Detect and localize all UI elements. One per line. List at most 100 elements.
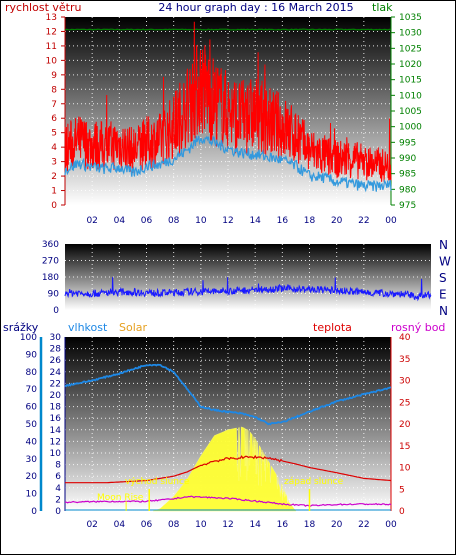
temperature-y-tick-label: 15 <box>399 442 410 452</box>
temperature-y-tick-label: 5 <box>399 485 405 495</box>
chart-title: 24 hour graph day : 16 March 2015 <box>158 1 353 14</box>
humidity-y-tick-label: 4 <box>55 484 61 494</box>
pressure-y-tick-label: 1025 <box>399 44 422 54</box>
rain-y-tick-label: 70 <box>26 385 38 395</box>
wind-y-tick-label: 8 <box>51 85 57 95</box>
x-tick-label: 08 <box>168 520 180 530</box>
pressure-y-tick-label: 1030 <box>399 29 422 39</box>
humidity-y-tick-label: 14 <box>50 426 62 436</box>
rain-y-tick-label: 50 <box>26 420 38 430</box>
rain-y-tick-label: 30 <box>26 455 38 465</box>
humidity-y-tick-label: 2 <box>55 495 61 505</box>
pressure-y-tick-label: 995 <box>399 138 416 148</box>
x-tick-label: 16 <box>277 216 289 226</box>
rain-y-tick-label: 0 <box>31 507 37 517</box>
compass-tick-label: N <box>439 238 448 252</box>
direction-panel-background <box>65 244 431 310</box>
x-tick-label: 18 <box>304 216 316 226</box>
x-tick-label: 12 <box>222 520 233 530</box>
sunset-label: západ slunce <box>284 477 344 487</box>
wind-y-tick-label: 3 <box>51 158 57 168</box>
humidity-y-tick-label: 18 <box>50 403 62 413</box>
humidity-y-tick-label: 16 <box>50 414 62 424</box>
humidity-y-tick-label: 12 <box>50 437 61 447</box>
pressure-axis-title: tlak <box>372 1 393 14</box>
x-tick-label: 10 <box>195 520 207 530</box>
compass-tick-label: E <box>439 288 447 302</box>
humidity-y-tick-label: 24 <box>50 368 62 378</box>
wind-average-series <box>64 135 392 193</box>
x-tick-label: 00 <box>385 520 397 530</box>
wind-y-tick-label: 11 <box>46 42 57 52</box>
pressure-y-tick-label: 980 <box>399 185 416 195</box>
direction-y-tick-label: 180 <box>42 273 59 283</box>
humidity-axis-title: vlhkost <box>68 321 108 334</box>
pressure-series <box>64 28 391 31</box>
rain-y-tick-label: 40 <box>26 437 38 447</box>
temperature-y-tick-label: 25 <box>399 398 410 408</box>
wind-y-tick-label: 1 <box>51 187 57 197</box>
x-tick-label: 20 <box>331 520 343 530</box>
humidity-y-tick-label: 20 <box>50 391 62 401</box>
wind-y-tick-label: 13 <box>46 13 57 23</box>
x-tick-label: 00 <box>385 216 397 226</box>
dewpoint-axis-title: rosný bod <box>391 321 445 334</box>
temperature-y-tick-label: 35 <box>399 355 410 365</box>
wind-y-tick-label: 10 <box>46 56 58 66</box>
direction-y-tick-label: 270 <box>42 257 59 267</box>
wind-y-tick-label: 5 <box>51 129 57 139</box>
compass-tick-label: N <box>439 304 448 318</box>
humidity-y-tick-label: 10 <box>50 449 62 459</box>
wind-axis-title: rychlost větru <box>5 1 81 14</box>
wind-y-tick-label: 9 <box>51 71 57 81</box>
x-tick-label: 04 <box>114 520 126 530</box>
direction-y-tick-label: 360 <box>42 240 59 250</box>
humidity-y-tick-label: 8 <box>55 461 61 471</box>
x-tick-label: 14 <box>249 520 261 530</box>
rain-y-tick-label: 80 <box>26 368 38 378</box>
dewpoint-series <box>64 495 392 508</box>
rain-y-tick-label: 20 <box>26 472 38 482</box>
pressure-y-tick-label: 1010 <box>399 91 422 101</box>
rain-y-tick-label: 60 <box>26 403 38 413</box>
compass-tick-label: S <box>439 271 447 285</box>
wind-y-tick-label: 4 <box>51 143 57 153</box>
temperature-y-tick-label: 20 <box>399 420 411 430</box>
temperature-y-tick-label: 10 <box>399 464 411 474</box>
x-tick-label: 14 <box>249 216 261 226</box>
x-tick-label: 06 <box>141 216 153 226</box>
temperature-series <box>65 454 392 484</box>
series <box>64 21 432 512</box>
temperature-y-tick-label: 0 <box>399 507 405 517</box>
pressure-y-tick-label: 975 <box>399 201 416 211</box>
wind-y-tick-label: 6 <box>51 114 57 124</box>
rain-y-tick-label: 100 <box>20 333 37 343</box>
x-tick-label: 10 <box>195 216 207 226</box>
humidity-y-tick-label: 28 <box>50 345 62 355</box>
x-tick-label: 22 <box>358 520 369 530</box>
pressure-y-tick-label: 1020 <box>399 60 422 70</box>
compass-tick-label: W <box>439 255 451 269</box>
moonrise-label: Moon Rise <box>97 493 144 503</box>
humidity-y-tick-label: 0 <box>55 507 61 517</box>
rain-y-tick-label: 10 <box>26 490 38 500</box>
x-tick-label: 20 <box>331 216 343 226</box>
rain-axis-title: srážky <box>3 321 39 334</box>
pressure-y-tick-label: 985 <box>399 170 416 180</box>
humidity-y-tick-label: 30 <box>50 333 62 343</box>
x-tick-label: 06 <box>141 520 153 530</box>
wind-y-tick-label: 0 <box>51 201 57 211</box>
x-tick-label: 02 <box>86 520 97 530</box>
direction-y-tick-label: 0 <box>53 306 59 316</box>
x-tick-label: 16 <box>277 520 289 530</box>
sunrise-label: východ slunce <box>125 477 190 487</box>
humidity-series <box>64 363 392 426</box>
temperature-y-tick-label: 40 <box>399 333 411 343</box>
wind-speed-series <box>64 21 392 182</box>
solar-axis-title: Solar <box>119 321 148 334</box>
pressure-y-tick-label: 1000 <box>399 123 422 133</box>
pressure-y-tick-label: 1015 <box>399 76 422 86</box>
x-tick-label: 22 <box>358 216 369 226</box>
